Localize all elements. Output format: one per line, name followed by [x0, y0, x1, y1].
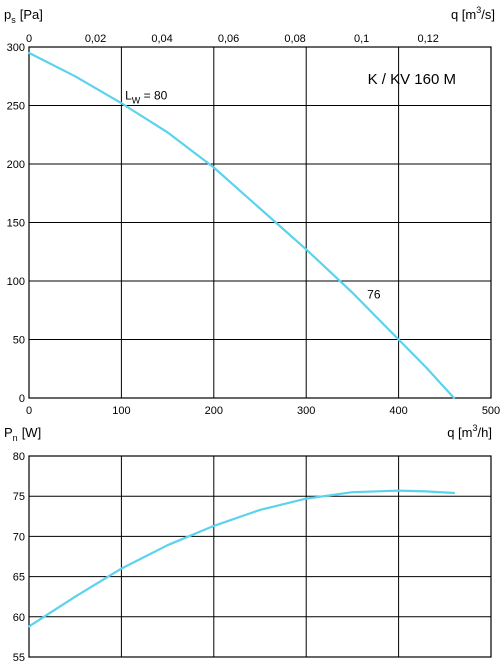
- flow-axis-label-bottom: q [m3/h]: [447, 423, 492, 440]
- plot-frame: [28, 46, 492, 399]
- y-tick-label: 70: [13, 531, 25, 543]
- y-tick-label: 65: [13, 572, 25, 584]
- top-x-tick-label: 0,04: [151, 33, 172, 45]
- y-tick-label: 100: [7, 276, 25, 288]
- curve-annotation: 76: [367, 288, 381, 302]
- x-tick-label: 100: [112, 405, 130, 417]
- power-plot: 55 60 65 70 75 80: [13, 451, 492, 664]
- series-line: [27, 489, 456, 628]
- series-line: [27, 51, 456, 400]
- curve-annotation: LW = 80: [125, 89, 168, 106]
- x-tick-label: 400: [389, 405, 407, 417]
- y-tick-label: 150: [7, 218, 25, 230]
- y-tick-label: 300: [7, 42, 25, 54]
- y-tick-label: 200: [7, 159, 25, 171]
- top-x-tick-label: 0,1: [354, 33, 369, 45]
- y-tick-label: 250: [7, 101, 25, 113]
- plot-frame: [28, 455, 492, 658]
- flow-axis-label-top: q [m3/s]: [451, 5, 495, 22]
- top-x-tick-label: 0,08: [284, 33, 305, 45]
- y-tick-label: 0: [19, 393, 25, 405]
- y-tick-label: 50: [13, 335, 25, 347]
- pressure-axis-label: ps [Pa]: [4, 7, 43, 25]
- chart-title: K / KV 160 M: [368, 71, 456, 88]
- y-tick-label: 75: [13, 491, 25, 503]
- axis-labels: ps [Pa] q [m3/s] q [m3/h] Pn [W]: [4, 5, 495, 443]
- x-tick-label: 500: [482, 405, 500, 417]
- top-x-tick-label: 0,02: [85, 33, 106, 45]
- y-tick-label: 80: [13, 451, 25, 463]
- y-tick-label: 55: [13, 652, 25, 664]
- top-x-tick-label: 0: [26, 33, 32, 45]
- x-tick-label: 300: [297, 405, 315, 417]
- x-tick-label: 200: [205, 405, 223, 417]
- top-x-tick-label: 0,12: [417, 33, 438, 45]
- y-tick-label: 60: [13, 612, 25, 624]
- power-axis-label: Pn [W]: [4, 425, 41, 443]
- x-tick-label: 0: [26, 405, 32, 417]
- top-x-tick-label: 0,06: [218, 33, 239, 45]
